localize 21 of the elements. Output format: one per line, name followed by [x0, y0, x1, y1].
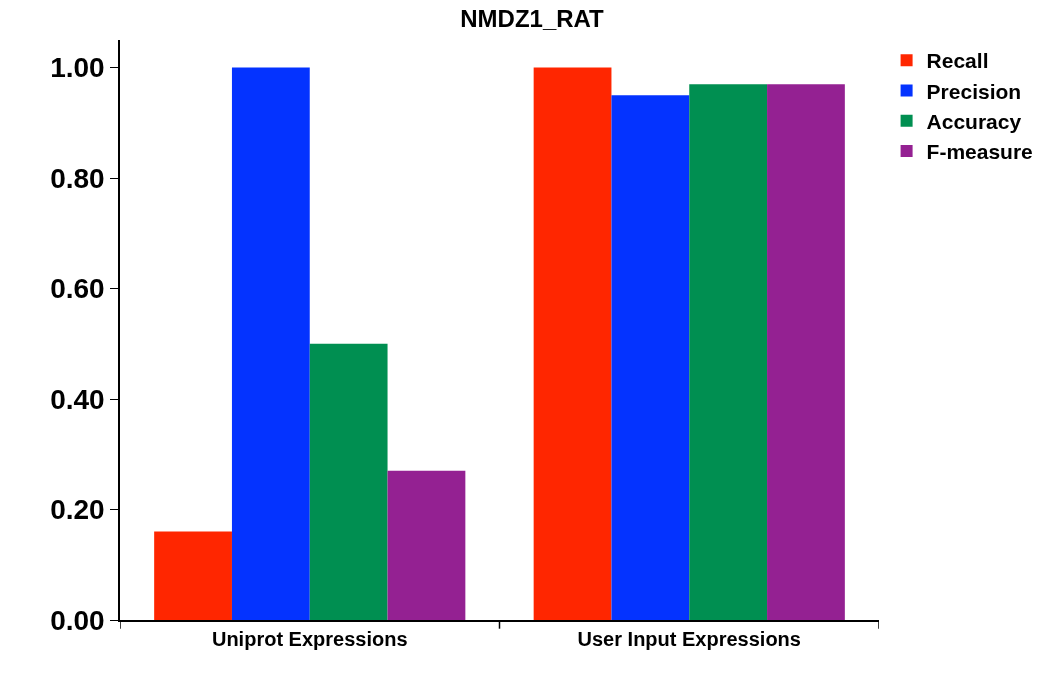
- y-tick-label: 1.00: [50, 52, 105, 84]
- y-tick-label: 0.60: [50, 273, 105, 305]
- bar: [309, 343, 388, 620]
- bar: [689, 84, 768, 620]
- y-tick-label: 0.00: [50, 604, 105, 636]
- bar: [231, 67, 310, 620]
- x-tick-label: User Input Expressions: [577, 627, 801, 650]
- y-tick-label: 0.40: [50, 383, 105, 415]
- legend-label: Recall: [926, 49, 989, 73]
- bar: [767, 84, 845, 620]
- x-tick-label: Uniprot Expressions: [211, 627, 408, 650]
- legend-label: Accuracy: [926, 109, 1022, 133]
- y-tick-label: 0.20: [50, 494, 105, 526]
- bar: [387, 470, 466, 620]
- legend-label: F-measure: [926, 140, 1033, 164]
- chart-title: NMDZ1_RAT: [460, 5, 605, 32]
- legend-label: Precision: [926, 79, 1022, 103]
- bar: [533, 67, 612, 620]
- bar: [611, 95, 690, 620]
- bar: [154, 531, 232, 620]
- y-tick-label: 0.80: [50, 162, 105, 194]
